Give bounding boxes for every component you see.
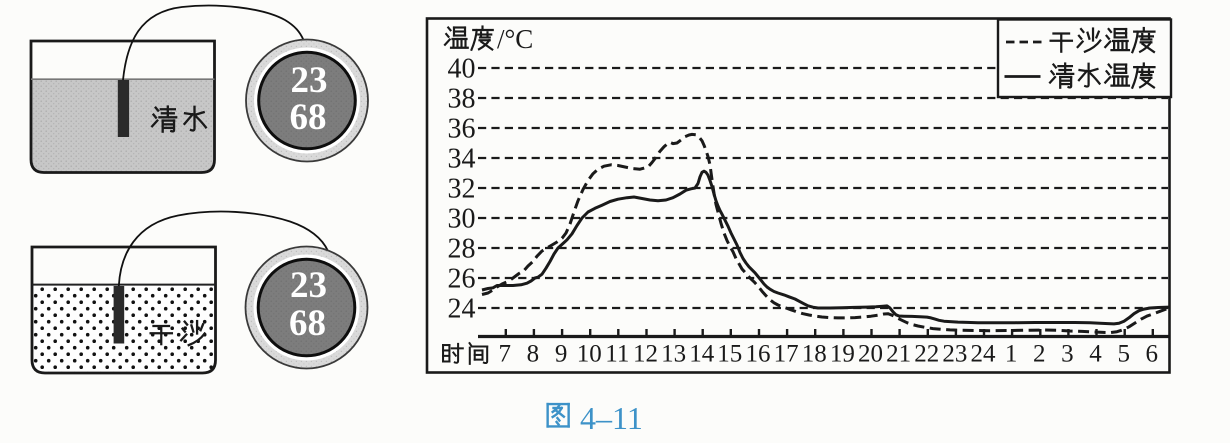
svg-text:21: 21: [886, 341, 911, 368]
svg-text:/°C: /°C: [497, 24, 533, 54]
svg-text:40: 40: [448, 54, 476, 85]
svg-text:26: 26: [448, 264, 476, 295]
svg-text:38: 38: [448, 84, 476, 115]
svg-text:30: 30: [448, 204, 476, 235]
svg-text:4–11: 4–11: [580, 400, 643, 436]
svg-text:1: 1: [1005, 341, 1018, 368]
svg-text:9: 9: [555, 341, 568, 368]
svg-text:24: 24: [971, 341, 997, 368]
svg-text:23: 23: [942, 341, 967, 368]
svg-text:28: 28: [448, 234, 476, 265]
svg-text:23: 23: [291, 60, 328, 101]
svg-text:7: 7: [499, 341, 512, 368]
svg-text:13: 13: [661, 341, 686, 368]
svg-text:32: 32: [448, 174, 476, 205]
svg-text:22: 22: [914, 341, 939, 368]
svg-text:68: 68: [290, 97, 327, 138]
svg-text:19: 19: [830, 341, 855, 368]
svg-text:36: 36: [448, 114, 476, 145]
svg-text:2: 2: [1033, 341, 1046, 368]
svg-text:14: 14: [689, 341, 715, 368]
svg-text:6: 6: [1146, 341, 1159, 368]
svg-text:11: 11: [605, 341, 629, 368]
svg-text:8: 8: [527, 341, 540, 368]
svg-text:12: 12: [633, 341, 658, 368]
svg-text:5: 5: [1117, 341, 1130, 368]
svg-text:15: 15: [717, 341, 742, 368]
svg-text:3: 3: [1061, 341, 1074, 368]
svg-text:18: 18: [802, 341, 827, 368]
svg-text:4: 4: [1089, 341, 1102, 368]
svg-text:34: 34: [448, 144, 476, 175]
svg-text:10: 10: [577, 341, 602, 368]
svg-text:17: 17: [774, 341, 799, 368]
svg-text:20: 20: [858, 341, 883, 368]
svg-text:16: 16: [746, 341, 771, 368]
svg-text:68: 68: [289, 303, 326, 344]
svg-text:24: 24: [448, 294, 476, 325]
svg-text:23: 23: [290, 265, 327, 306]
